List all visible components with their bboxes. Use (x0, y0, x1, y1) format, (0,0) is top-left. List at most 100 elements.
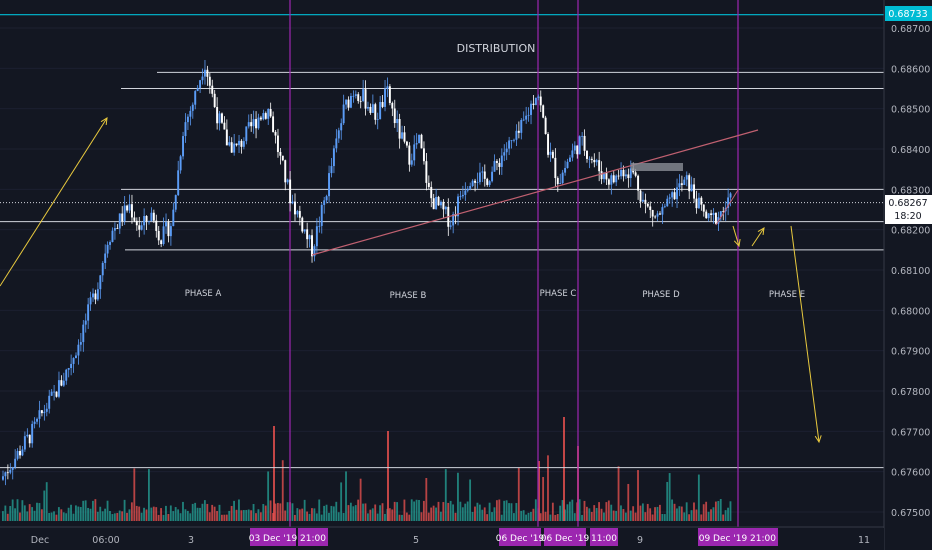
candle-body (155, 220, 158, 231)
y-tick-label: 0.68000 (891, 306, 930, 317)
candle-body (43, 411, 46, 414)
date-tag[interactable] (499, 528, 541, 546)
volume-bar (2, 511, 4, 521)
candle-body (179, 156, 182, 171)
candle-body (564, 168, 567, 173)
date-tag[interactable] (590, 528, 618, 546)
volume-bar (308, 513, 311, 521)
candle-body (471, 180, 474, 187)
candle-body (466, 188, 469, 191)
candle-body (702, 204, 705, 212)
candle-body (77, 344, 80, 356)
volume-bar (367, 513, 369, 521)
volume-bar (651, 514, 654, 521)
candle-body (121, 213, 124, 222)
volume-bar (525, 514, 527, 521)
candle-body (590, 158, 593, 160)
candle-body (666, 198, 669, 207)
candle-body (719, 211, 722, 218)
date-tag[interactable] (698, 528, 748, 546)
candle-body (393, 108, 396, 124)
candle-body (123, 205, 126, 222)
volume-bar (376, 513, 379, 521)
resistance-box[interactable] (631, 163, 683, 171)
trend-line[interactable] (311, 129, 759, 256)
volume-bar (23, 505, 26, 521)
arrow-head (757, 227, 765, 236)
date-tag[interactable] (748, 528, 778, 546)
volume-bar (221, 514, 223, 521)
volume-bar (279, 503, 282, 521)
volume-bar (427, 512, 430, 521)
candle-body (646, 203, 649, 207)
candle-body (520, 120, 523, 133)
date-tag-label: 11:00 (591, 534, 617, 544)
candle-body (230, 142, 233, 153)
candle-body (573, 145, 576, 151)
volume-bar (276, 502, 279, 521)
volume-bar (700, 514, 703, 521)
volume-bar (561, 500, 564, 521)
candle-body (221, 113, 223, 123)
volume-bar (391, 509, 394, 521)
candle-body (45, 408, 48, 412)
direction-arrow[interactable] (751, 227, 765, 247)
candle-body (530, 103, 532, 115)
candle-body (513, 139, 515, 141)
volume-bar (688, 514, 691, 521)
volume-bar (213, 506, 216, 521)
volume-bar (564, 509, 566, 521)
volume-bar (332, 506, 335, 521)
candle-body (622, 169, 625, 177)
candle-body (588, 158, 591, 160)
candle-body (444, 206, 447, 210)
date-tag[interactable] (250, 528, 296, 546)
date-tag[interactable] (544, 528, 586, 546)
volume-bar (31, 507, 34, 521)
volume-bar (551, 502, 554, 521)
direction-arrow[interactable] (0, 117, 108, 287)
volume-bar (57, 507, 60, 521)
candle-body (340, 123, 343, 131)
candle-body (637, 175, 640, 191)
volume-bar (612, 510, 615, 521)
volume-bar (605, 502, 608, 521)
volume-bar (172, 511, 175, 521)
volume-bar (435, 507, 437, 521)
volume-bar (495, 500, 498, 521)
volume-bar (444, 469, 447, 521)
candle-body (690, 184, 693, 192)
candle-body (150, 212, 153, 221)
candle-body (483, 171, 486, 179)
candle-body (135, 220, 138, 226)
volume-bar (296, 508, 299, 521)
volume-bar (554, 514, 557, 521)
direction-arrow[interactable] (790, 225, 820, 443)
price-axis-panel[interactable] (884, 0, 932, 550)
candle-body (36, 418, 39, 422)
volume-bar (118, 510, 121, 521)
candle-body (203, 69, 206, 77)
volume-bar (203, 500, 206, 521)
candle-body (488, 181, 491, 185)
volume-bar (238, 499, 240, 521)
direction-arrow[interactable] (732, 225, 740, 247)
date-tag-label: 03 Dec '19 (249, 534, 298, 544)
volume-bar (325, 504, 328, 521)
volume-bar (196, 507, 199, 521)
candle-body (99, 275, 102, 290)
candle-body (371, 104, 374, 113)
y-tick-label: 0.68300 (891, 185, 930, 196)
volume-bar (111, 514, 114, 521)
candle-body (138, 225, 141, 230)
volume-bar (384, 513, 386, 521)
candle-body (420, 134, 423, 149)
current-price-tag (885, 195, 932, 224)
candle-body (549, 151, 552, 155)
candle-body (298, 211, 301, 218)
current-price-label: 0.68267 (888, 198, 927, 209)
volume-spike (563, 417, 565, 521)
time-axis-panel[interactable] (0, 528, 884, 550)
date-tag[interactable] (298, 528, 328, 546)
